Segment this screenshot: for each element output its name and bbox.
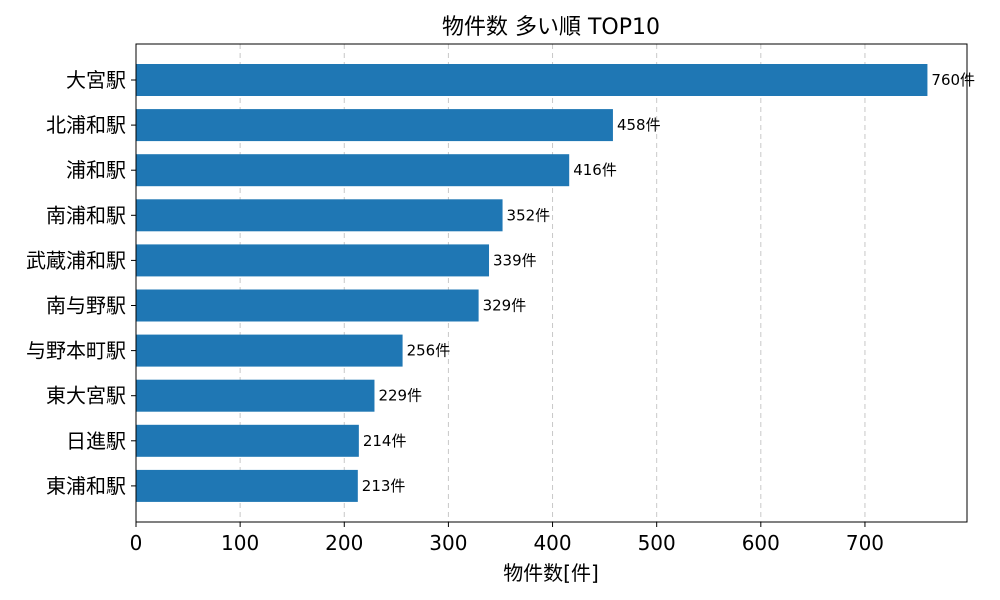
bar	[136, 154, 570, 187]
data-label: 339件	[493, 251, 537, 269]
bar	[136, 424, 359, 457]
data-label: 256件	[407, 342, 451, 360]
chart-title: 物件数 多い順 TOP10	[442, 15, 660, 40]
bar	[136, 469, 358, 502]
x-tick-label: 700	[846, 531, 884, 555]
x-tick-label: 600	[742, 531, 780, 555]
data-label: 416件	[573, 161, 617, 179]
data-label: 458件	[617, 116, 661, 134]
data-labels: 760件 458件 416件 352件 339件 329件 256件 229件 214件 213件	[362, 71, 975, 495]
data-label: 213件	[362, 477, 406, 495]
x-tick-label: 500	[638, 531, 676, 555]
bar	[136, 334, 403, 367]
bar	[136, 289, 479, 322]
bar	[136, 109, 613, 142]
bar	[136, 199, 503, 232]
y-tick-label: 東浦和駅	[46, 474, 126, 498]
plot-frame	[135, 43, 968, 523]
x-tick-label: 0	[130, 531, 143, 555]
x-tick-label: 300	[429, 531, 467, 555]
y-tick-label: 大宮駅	[66, 68, 126, 92]
x-axis-label: 物件数[件]	[503, 561, 599, 585]
y-tick-label: 武蔵浦和駅	[26, 248, 126, 272]
y-tick-label: 浦和駅	[66, 158, 126, 182]
bar	[136, 244, 490, 277]
bars	[136, 64, 928, 502]
data-label: 760件	[931, 71, 975, 89]
data-label: 214件	[363, 432, 407, 450]
y-tick-label: 日進駅	[66, 429, 126, 453]
x-tick-label: 400	[533, 531, 571, 555]
x-tick-label: 100	[221, 531, 259, 555]
bar	[136, 379, 375, 412]
data-label: 229件	[378, 387, 422, 405]
x-tick-label: 200	[325, 531, 363, 555]
y-tick-label: 南与野駅	[46, 294, 126, 318]
bar	[136, 64, 928, 96]
data-label: 352件	[507, 206, 551, 224]
y-tick-label: 東大宮駅	[46, 384, 126, 408]
data-label: 329件	[483, 297, 527, 315]
axis-ticks: 0 100 200 300 400 500 600 700 大宮駅北浦和駅浦和駅南浦和駅武蔵浦和…	[26, 68, 884, 555]
y-tick-label: 南浦和駅	[46, 203, 126, 227]
y-tick-label: 与野本町駅	[26, 339, 126, 363]
y-tick-label: 北浦和駅	[46, 113, 126, 137]
